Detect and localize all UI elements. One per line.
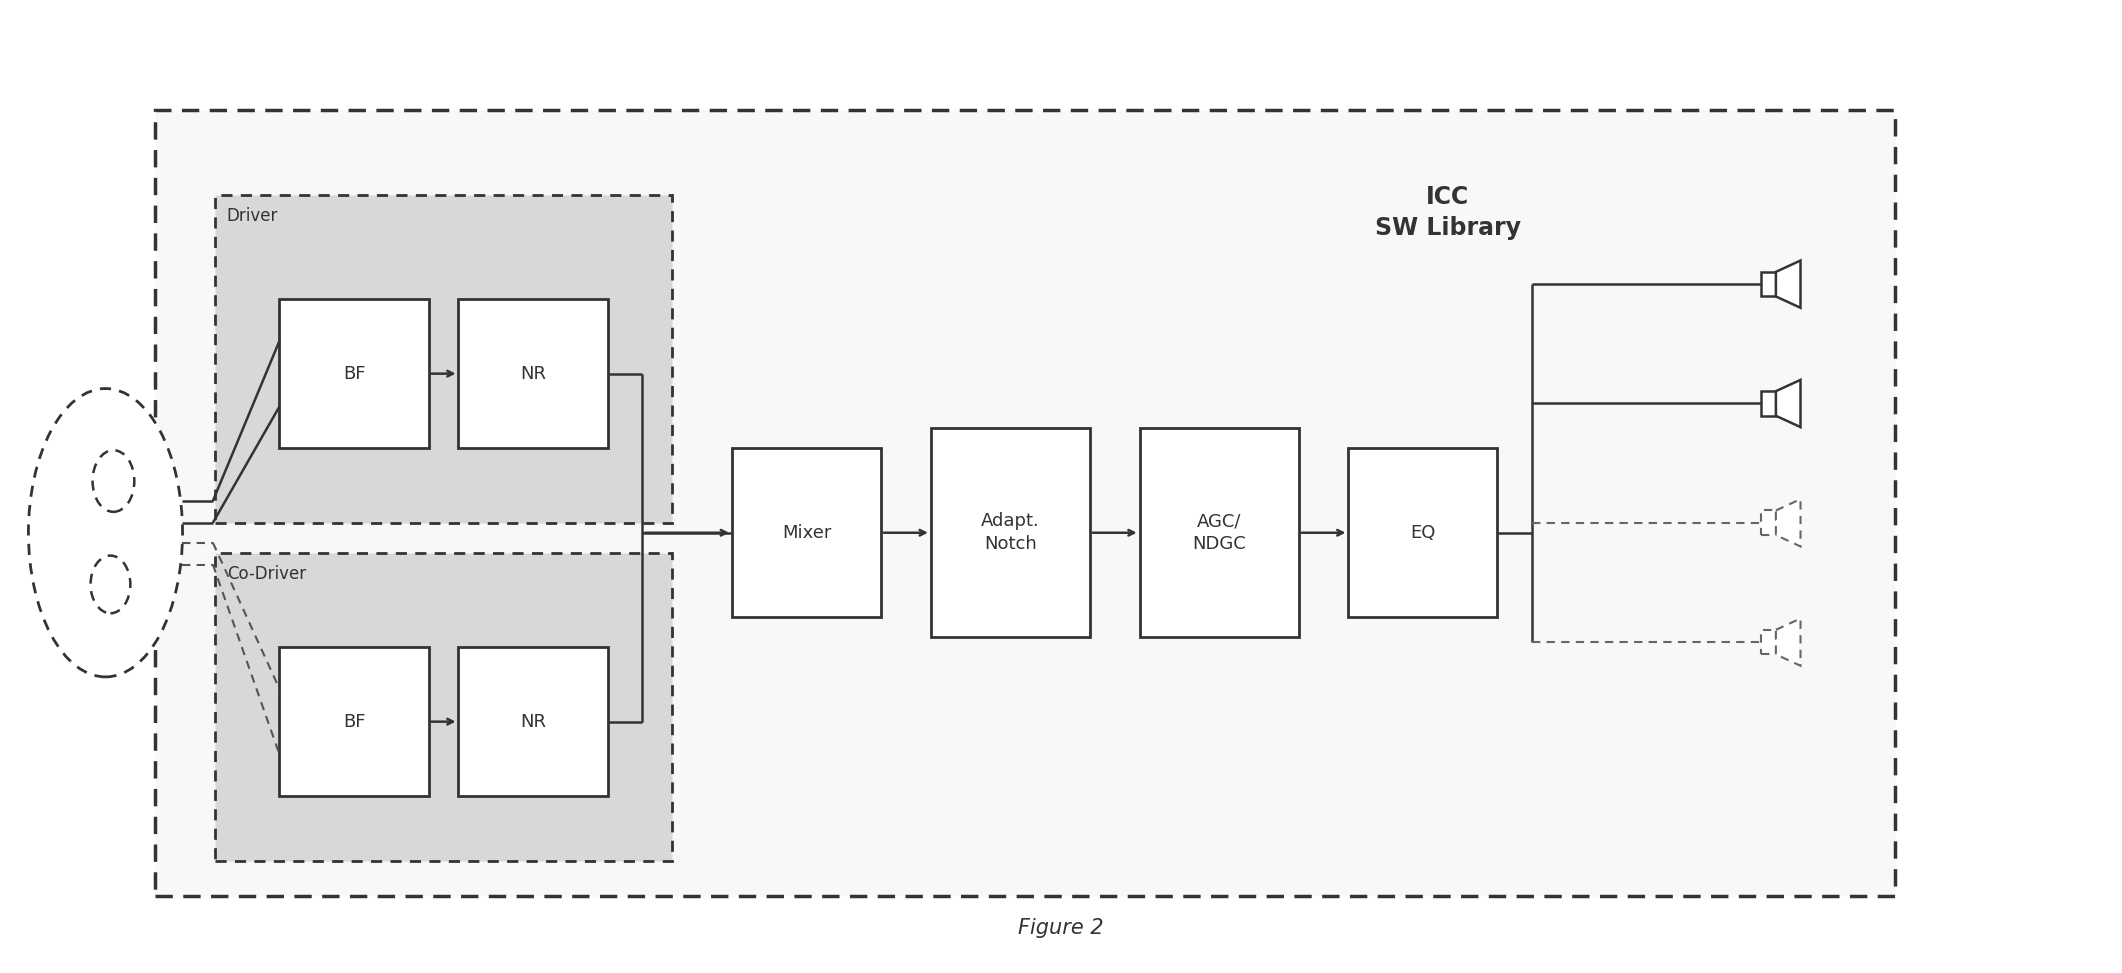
Ellipse shape: [28, 388, 182, 677]
Bar: [1347, 449, 1498, 617]
Bar: [458, 299, 607, 449]
Text: ICC
SW Library: ICC SW Library: [1375, 185, 1521, 240]
Text: NR: NR: [520, 712, 545, 731]
Bar: [732, 449, 881, 617]
Bar: [214, 195, 673, 523]
Text: BF: BF: [344, 712, 365, 731]
Bar: [214, 553, 673, 861]
Bar: [1761, 391, 1776, 415]
Bar: [155, 110, 1895, 896]
Text: AGC/
NDGC: AGC/ NDGC: [1193, 512, 1246, 554]
Bar: [932, 428, 1091, 637]
Bar: [1761, 630, 1776, 655]
Bar: [280, 299, 429, 449]
Text: Co-Driver: Co-Driver: [227, 564, 306, 583]
Text: Adapt.
Notch: Adapt. Notch: [980, 512, 1040, 554]
Polygon shape: [1776, 499, 1799, 547]
Text: EQ: EQ: [1411, 523, 1437, 542]
Text: BF: BF: [344, 365, 365, 382]
Bar: [1761, 511, 1776, 535]
Polygon shape: [1776, 619, 1799, 666]
Text: Mixer: Mixer: [781, 523, 832, 542]
Bar: [458, 647, 607, 796]
Text: Driver: Driver: [227, 206, 278, 225]
Bar: [1761, 271, 1776, 297]
Polygon shape: [1776, 379, 1799, 427]
Ellipse shape: [91, 556, 129, 613]
Text: NR: NR: [520, 365, 545, 382]
Text: Figure 2: Figure 2: [1019, 919, 1103, 939]
Ellipse shape: [93, 450, 134, 512]
Bar: [280, 647, 429, 796]
Polygon shape: [1776, 261, 1799, 307]
Bar: [1140, 428, 1299, 637]
